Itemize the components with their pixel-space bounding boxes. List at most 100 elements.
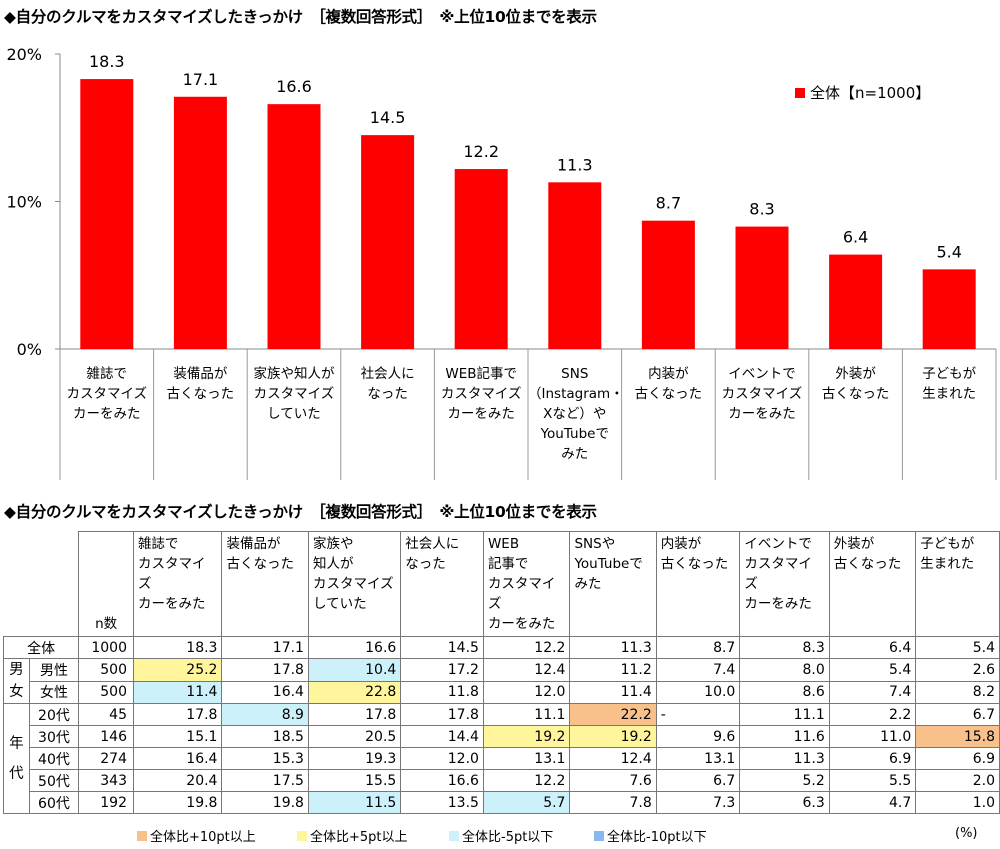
category-label-line: カスタマイズ (440, 386, 522, 402)
data-cell: 18.3 (132, 636, 223, 659)
category-label-line: 外装が (835, 366, 876, 382)
column-header: 子どもが 生まれた (915, 531, 1000, 637)
category-label-line: カーをみた (447, 406, 515, 422)
data-cell: 15.5 (307, 769, 402, 792)
data-cell: 5.7 (482, 791, 571, 814)
category-label-line: みた (561, 446, 589, 462)
column-header-line: 内装が (660, 536, 702, 552)
column-header: イベントで カスタマイズ カーをみた (739, 531, 830, 637)
category-label-line: 古くなった (821, 386, 890, 402)
highlight-swatch (449, 830, 459, 841)
column-header-line: カスタマイズ (138, 556, 206, 592)
data-cell: 11.3 (739, 747, 830, 770)
bar (173, 96, 227, 350)
row-label: 50代 (28, 769, 80, 792)
column-header-line: カスタマイズ (487, 576, 556, 612)
data-cell: 11.0 (828, 725, 917, 748)
data-cell: 8.7 (655, 636, 741, 659)
column-header-line: 装備品が (226, 536, 281, 552)
category-label: 家族や知人が カスタマイズ していた (247, 364, 341, 424)
value-label: 5.4 (936, 242, 961, 261)
data-cell: 13.5 (400, 791, 484, 814)
data-cell: 6.9 (915, 747, 1000, 770)
data-cell: 17.8 (400, 703, 484, 726)
column-header-line: 古くなった (226, 556, 294, 572)
column-header: 家族や 知人が カスタマイズ していた (307, 531, 402, 637)
category-label: 装備品が 古くなった (154, 364, 248, 404)
y-tick-label: 10% (6, 193, 42, 212)
bar (548, 182, 602, 349)
category-label-line: 古くなった (634, 386, 703, 402)
n-value: 274 (78, 747, 134, 770)
highlight-label: 全体比+5pt以上 (310, 830, 408, 845)
data-cell: 12.0 (400, 747, 484, 770)
data-cell: 12.0 (482, 680, 571, 704)
category-label-line: 内装が (648, 366, 689, 382)
data-cell: 11.5 (307, 791, 402, 814)
value-label: 8.3 (749, 200, 774, 219)
y-tick-label: 20% (6, 45, 42, 64)
data-cell: 19.2 (569, 725, 657, 748)
highlight-legend-item: 全体比+10pt以上 (137, 826, 256, 845)
column-header-line: 外装が (833, 536, 875, 552)
value-label: 6.4 (843, 228, 868, 247)
data-cell: 6.4 (828, 636, 917, 659)
data-cell: 6.7 (655, 769, 741, 792)
column-header: 内装が 古くなった (655, 531, 741, 637)
column-header-line: カーをみた (138, 596, 206, 612)
bar (829, 254, 883, 349)
category-label-line: 家族や知人が (253, 366, 335, 382)
data-cell: 8.9 (221, 703, 309, 726)
category-label-line: カスタマイズ (253, 386, 335, 402)
category-label-line: カスタマイズ (66, 386, 148, 402)
data-cell: 1.0 (915, 791, 1000, 814)
category-label-line: SNS (561, 366, 589, 382)
data-cell: 5.4 (828, 658, 917, 682)
data-cell: 2.2 (828, 703, 917, 726)
data-cell: 7.8 (569, 791, 657, 814)
n-value: 1000 (78, 636, 134, 659)
column-header: WEB 記事で カスタマイズ カーをみた (482, 531, 571, 637)
n-value: 192 (78, 791, 134, 814)
bar-chart: 0% 10% 20% 18.3 17.1 16.6 14.5 12.2 11.3 8.7 8.3 6.… (6, 45, 997, 480)
category-label: 子どもが 生まれた (902, 364, 996, 404)
data-cell: 20.5 (307, 725, 402, 748)
n-value: 500 (78, 680, 134, 704)
data-cell: 5.2 (739, 769, 830, 792)
corner-cell (3, 531, 80, 637)
data-cell: 20.4 (132, 769, 223, 792)
column-header-line: 古くなった (833, 556, 902, 572)
value-label: 8.7 (656, 194, 681, 213)
bar (454, 169, 508, 349)
row-label: 男性 (28, 658, 80, 682)
data-cell: 19.8 (221, 791, 309, 814)
data-cell: 6.9 (828, 747, 917, 770)
unit-label: (%) (955, 826, 978, 841)
legend-label: 全体【n=1000】 (810, 84, 931, 102)
data-cell: 7.6 (569, 769, 657, 792)
data-cell: 19.2 (482, 725, 571, 748)
column-header: 社会人に なった (400, 531, 484, 637)
data-cell: 11.8 (400, 680, 484, 704)
data-cell: 6.7 (915, 703, 1000, 726)
data-cell: 7.4 (828, 680, 917, 704)
table-row: 30代 146 15.1 18.5 20.5 14.4 19.2 19.2 9.6 11.6 11.… (4, 725, 1000, 748)
data-cell: 11.6 (739, 725, 830, 748)
data-cell: 8.6 (739, 680, 830, 704)
value-label: 18.3 (89, 52, 125, 71)
category-label-line: Xなど）や (543, 406, 607, 422)
category-label-line: 装備品が (173, 366, 228, 382)
data-cell: 12.2 (482, 769, 571, 792)
highlight-label: 全体比-10pt以下 (607, 830, 707, 845)
category-label-line: 雑誌で (86, 366, 128, 382)
table-title: ◆自分のクルマをカスタマイズしたきっかけ ［複数回答形式］ ※上位10位までを表… (4, 503, 597, 521)
data-cell: 17.8 (221, 658, 309, 682)
table-header-row: n数 雑誌で カスタマイズ カーをみた 装備品が 古くなった 家族や 知人が カスタマイズ してい… (3, 531, 1000, 637)
column-header-line: 古くなった (660, 556, 729, 572)
column-header-line: イベントで (744, 536, 812, 552)
table-row: 年代 20代 45 17.8 8.9 17.8 17.8 11.1 22.2-11.1 2.2 6.… (3, 703, 1000, 814)
row-label: 全体 (2, 636, 80, 659)
data-cell: 17.5 (221, 769, 309, 792)
row-label: 30代 (28, 725, 80, 748)
data-cell: 19.8 (132, 791, 223, 814)
